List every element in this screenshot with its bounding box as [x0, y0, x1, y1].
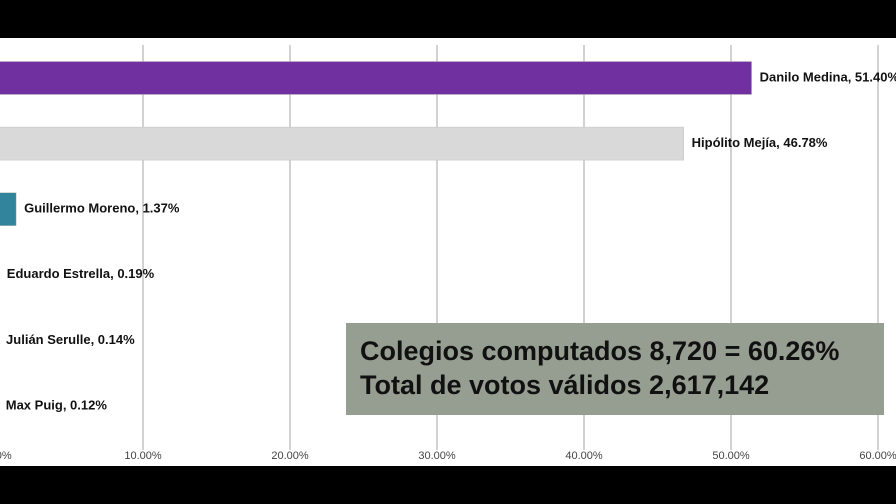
annotation-box	[346, 323, 884, 415]
data-label: Eduardo Estrella, 0.19%	[7, 266, 155, 281]
x-tick-label: 0.00%	[0, 450, 12, 462]
data-label: Max Puig, 0.12%	[6, 397, 108, 412]
data-label: Guillermo Moreno, 1.37%	[24, 201, 180, 216]
x-tick-label: 50.00%	[712, 450, 750, 462]
x-tick-label: 30.00%	[418, 450, 456, 462]
x-tick-label: 40.00%	[565, 450, 603, 462]
x-tick-label: 60.00%	[859, 450, 896, 462]
x-tick-label: 10.00%	[124, 450, 162, 462]
bar	[0, 192, 17, 226]
bar	[0, 126, 684, 161]
x-tick-label: 20.00%	[271, 450, 309, 462]
annotation: Total de votos válidos 2,617,142	[360, 370, 769, 400]
data-label: Hipólito Mejía, 46.78%	[692, 135, 828, 150]
bar	[0, 61, 752, 95]
annotation: Colegios computados 8,720 = 60.26%	[360, 336, 839, 366]
data-label: Julián Serulle, 0.14%	[6, 332, 135, 347]
data-label: Danilo Medina, 51.40%	[760, 69, 896, 84]
